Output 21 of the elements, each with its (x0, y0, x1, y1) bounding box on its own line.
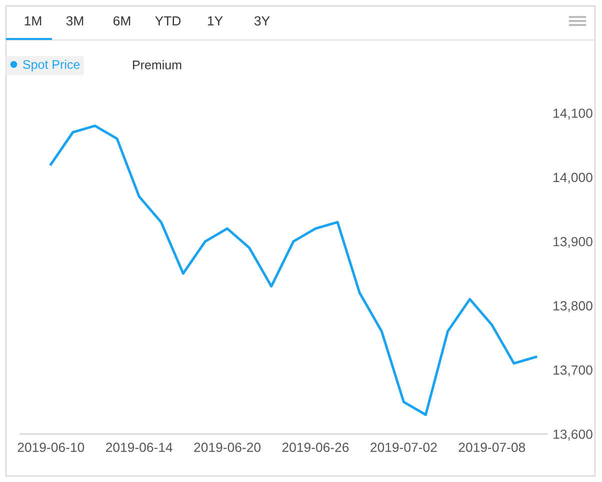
text: 6M (114, 16, 130, 26)
y2-tick-label: 13,800 (554, 301, 592, 312)
text: 3Y (254, 16, 270, 26)
x-tick-label: 2019-06-20 (194, 442, 261, 452)
text: YTD (155, 16, 181, 26)
y2-tick-label: 13,600 (554, 430, 592, 440)
x-tick-label: 2019-07-02 (370, 442, 437, 452)
text: Premium (133, 60, 182, 70)
x-tick-label: 2019-07-08 (458, 442, 526, 452)
line-series (50, 124, 538, 416)
y2-tick-label: 13,900 (554, 236, 592, 248)
text: 1Y (208, 16, 223, 26)
text: 1M (24, 16, 42, 26)
y2-tick-label: 13,700 (554, 365, 592, 376)
x-tick-label: 2019-06-14 (106, 442, 172, 452)
legend-label: Spot Price (23, 60, 80, 72)
x-tick-label: 2019-06-26 (282, 442, 349, 452)
text: 3M (66, 16, 84, 26)
y2-tick-label: 14,000 (554, 172, 592, 184)
y2-tick-label: 14,100 (554, 108, 592, 120)
x-tick-label: 2019-06-10 (18, 442, 84, 452)
